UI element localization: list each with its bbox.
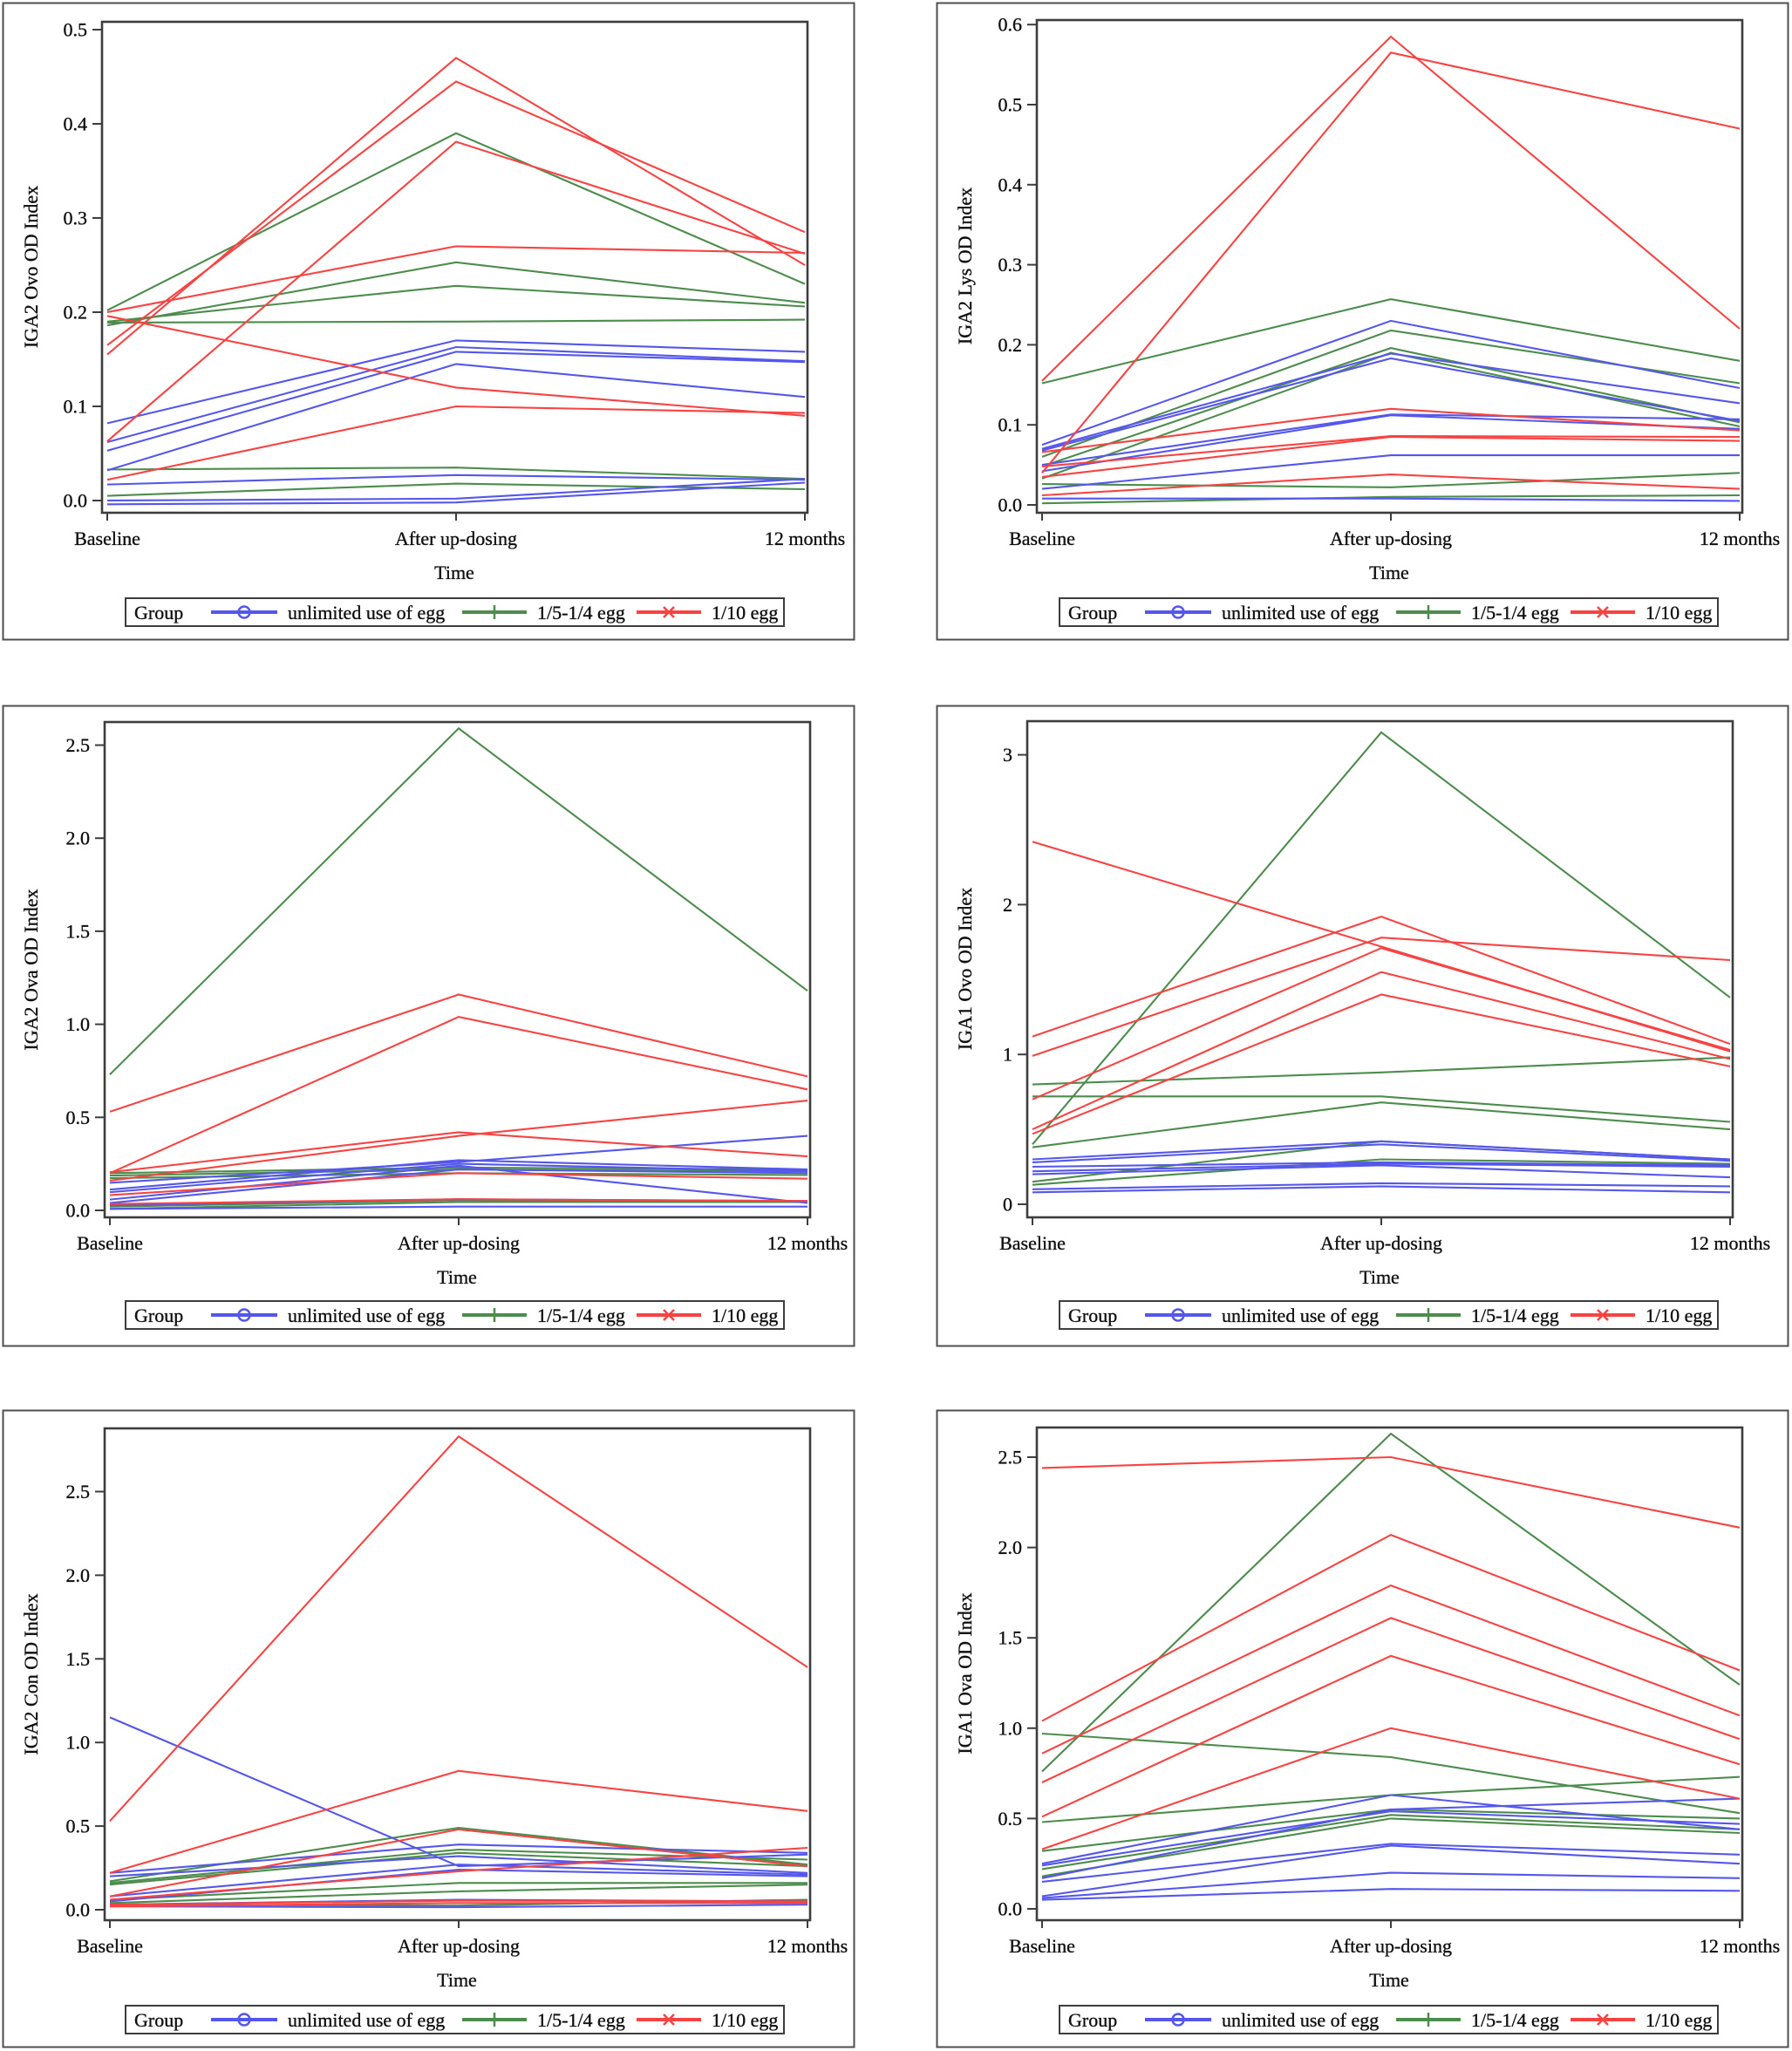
svg-text:1/5-1/4 egg: 1/5-1/4 egg — [1471, 1305, 1559, 1326]
svg-text:1/5-1/4 egg: 1/5-1/4 egg — [537, 1305, 625, 1326]
svg-text:12 months: 12 months — [765, 528, 845, 549]
svg-text:0.4: 0.4 — [998, 174, 1023, 195]
svg-text:After up-dosing: After up-dosing — [395, 528, 517, 549]
svg-text:1/10 egg: 1/10 egg — [1646, 1305, 1712, 1326]
svg-text:0.0: 0.0 — [998, 1898, 1023, 1920]
svg-text:1/5-1/4 egg: 1/5-1/4 egg — [537, 2009, 625, 2031]
svg-text:0.5: 0.5 — [66, 1816, 91, 1837]
svg-text:Baseline: Baseline — [74, 528, 140, 549]
svg-text:Time: Time — [1359, 1266, 1400, 1288]
svg-text:unlimited use of egg: unlimited use of egg — [288, 2009, 445, 2031]
svg-text:Baseline: Baseline — [77, 1935, 143, 1957]
svg-text:0.2: 0.2 — [64, 302, 88, 324]
svg-text:0.3: 0.3 — [998, 254, 1023, 276]
svg-text:2.0: 2.0 — [998, 1537, 1023, 1558]
svg-text:1/10 egg: 1/10 egg — [712, 2009, 778, 2031]
svg-text:0.5: 0.5 — [998, 1808, 1023, 1830]
svg-text:12 months: 12 months — [1700, 528, 1780, 549]
svg-text:1: 1 — [1003, 1044, 1012, 1066]
svg-text:Time: Time — [437, 1266, 477, 1288]
svg-text:Group: Group — [134, 1305, 183, 1326]
svg-text:unlimited use of egg: unlimited use of egg — [1222, 602, 1379, 623]
svg-text:0.5: 0.5 — [64, 19, 88, 41]
svg-text:2.5: 2.5 — [66, 1481, 91, 1502]
svg-text:1/10 egg: 1/10 egg — [712, 602, 778, 623]
svg-text:0.0: 0.0 — [66, 1200, 91, 1222]
svg-text:0.4: 0.4 — [64, 113, 88, 135]
svg-text:Group: Group — [134, 2009, 183, 2031]
svg-text:Time: Time — [1369, 1969, 1409, 1991]
svg-text:1/10 egg: 1/10 egg — [1646, 602, 1712, 623]
svg-text:After up-dosing: After up-dosing — [1330, 1935, 1452, 1957]
svg-text:12 months: 12 months — [767, 1935, 848, 1957]
svg-text:After up-dosing: After up-dosing — [398, 1232, 520, 1254]
svg-text:2: 2 — [1003, 894, 1012, 916]
svg-text:0.2: 0.2 — [998, 334, 1023, 356]
svg-text:After up-dosing: After up-dosing — [1330, 528, 1452, 549]
svg-text:12 months: 12 months — [1700, 1935, 1780, 1957]
svg-text:1.5: 1.5 — [998, 1627, 1023, 1649]
svg-text:0.1: 0.1 — [64, 396, 88, 418]
svg-text:1/5-1/4 egg: 1/5-1/4 egg — [1471, 2009, 1559, 2031]
svg-text:1/5-1/4 egg: 1/5-1/4 egg — [1471, 602, 1559, 623]
svg-text:Time: Time — [437, 1969, 477, 1991]
svg-text:Group: Group — [1068, 2009, 1117, 2031]
svg-text:1.0: 1.0 — [66, 1732, 91, 1754]
svg-text:0.5: 0.5 — [998, 94, 1023, 116]
svg-text:IGA2 Con OD Index: IGA2 Con OD Index — [20, 1593, 42, 1755]
svg-text:IGA2 Ovo OD Index: IGA2 Ovo OD Index — [20, 186, 42, 348]
svg-text:Baseline: Baseline — [999, 1232, 1066, 1254]
svg-text:Group: Group — [1068, 1305, 1117, 1326]
svg-text:Time: Time — [434, 562, 474, 583]
svg-text:Group: Group — [134, 602, 183, 623]
svg-text:0.0: 0.0 — [64, 490, 88, 512]
svg-text:3: 3 — [1003, 744, 1012, 766]
svg-text:12 months: 12 months — [767, 1232, 848, 1254]
svg-text:0.6: 0.6 — [998, 14, 1023, 36]
svg-text:unlimited use of egg: unlimited use of egg — [1222, 1305, 1379, 1326]
svg-text:IGA2 Ova OD Index: IGA2 Ova OD Index — [20, 889, 42, 1050]
svg-text:0.5: 0.5 — [66, 1107, 91, 1128]
svg-text:1/10 egg: 1/10 egg — [1646, 2009, 1712, 2031]
svg-text:IGA1 Ovo OD Index: IGA1 Ovo OD Index — [954, 888, 976, 1050]
svg-text:Group: Group — [1068, 602, 1117, 623]
svg-text:2.0: 2.0 — [66, 828, 91, 849]
svg-text:1.5: 1.5 — [66, 920, 91, 942]
svg-text:IGA2 Lys OD Index: IGA2 Lys OD Index — [954, 187, 976, 344]
svg-text:1/5-1/4 egg: 1/5-1/4 egg — [537, 602, 625, 623]
svg-text:After up-dosing: After up-dosing — [1320, 1232, 1442, 1254]
svg-text:IGA1 Ova OD Index: IGA1 Ova OD Index — [954, 1592, 976, 1754]
svg-text:1.5: 1.5 — [66, 1648, 91, 1670]
svg-text:2.5: 2.5 — [66, 734, 91, 756]
svg-text:Baseline: Baseline — [1009, 528, 1075, 549]
svg-text:unlimited use of egg: unlimited use of egg — [288, 1305, 445, 1326]
svg-text:Baseline: Baseline — [77, 1232, 143, 1254]
svg-text:unlimited use of egg: unlimited use of egg — [1222, 2009, 1379, 2031]
svg-text:0: 0 — [1003, 1194, 1012, 1216]
svg-text:1.0: 1.0 — [998, 1717, 1023, 1739]
svg-text:Baseline: Baseline — [1009, 1935, 1075, 1957]
svg-text:2.5: 2.5 — [998, 1447, 1023, 1468]
svg-text:1.0: 1.0 — [66, 1013, 91, 1035]
svg-text:1/10 egg: 1/10 egg — [712, 1305, 778, 1326]
svg-text:0.1: 0.1 — [998, 414, 1023, 436]
svg-text:unlimited use of egg: unlimited use of egg — [288, 602, 445, 623]
svg-text:0.0: 0.0 — [998, 494, 1023, 516]
svg-text:0.3: 0.3 — [64, 208, 88, 229]
svg-text:Time: Time — [1369, 562, 1409, 583]
svg-text:12 months: 12 months — [1690, 1232, 1770, 1254]
svg-text:2.0: 2.0 — [66, 1564, 91, 1586]
svg-text:0.0: 0.0 — [66, 1899, 91, 1921]
svg-text:After up-dosing: After up-dosing — [398, 1935, 520, 1957]
